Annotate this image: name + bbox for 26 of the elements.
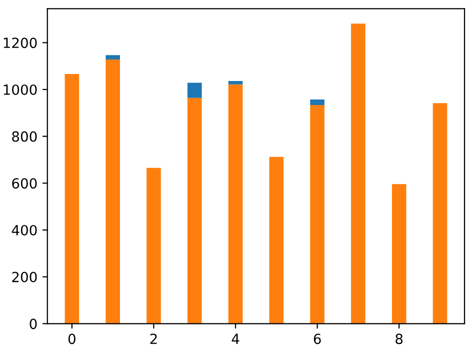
bar [310,100,324,105]
bar [146,168,161,324]
bar [269,156,284,324]
y-tick-label: 600 [12,178,37,189]
bar [106,60,120,324]
bar [106,55,120,60]
y-tick-label: 400 [12,224,37,236]
bar [228,84,243,324]
bar [392,184,406,324]
x-tick-label: 6 [314,334,321,344]
bar [310,104,324,324]
bar [64,74,80,324]
y-tick-label: 1000 [4,84,37,95]
y-tick-label: 1200 [4,38,37,48]
y-tick-label: 200 [12,272,37,282]
x-tick-label: 8 [396,334,403,344]
bar [432,103,448,324]
bar [228,81,243,84]
y-tick-label: 800 [12,131,37,142]
x-tick-label: 4 [232,334,240,344]
y-tick-label: 0 [30,318,37,330]
x-tick-label: 2 [150,334,157,344]
bar [187,82,202,98]
x-tick-label: 0 [68,334,76,344]
bar [187,98,202,324]
bar [351,24,366,324]
